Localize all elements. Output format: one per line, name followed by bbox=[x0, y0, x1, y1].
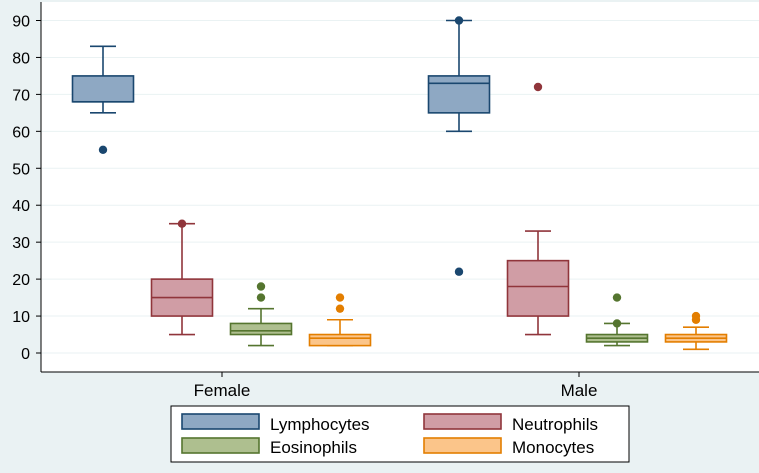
y-tick-label: 30 bbox=[12, 235, 30, 252]
box-iqr bbox=[506, 259, 570, 317]
outlier-point bbox=[454, 16, 464, 25]
y-tick-label: 40 bbox=[12, 198, 30, 215]
legend: Lymphocytes Neutrophils Eosinophils Monocyt… bbox=[170, 405, 630, 463]
legend-item-monocytes: Monocytes bbox=[423, 437, 594, 457]
box-lymphocytes-female bbox=[71, 45, 135, 155]
box-neutrophils-female bbox=[150, 219, 214, 336]
outlier-point bbox=[256, 293, 266, 302]
legend-item-eosinophils: Eosinophils bbox=[181, 437, 357, 457]
legend-swatch bbox=[181, 437, 260, 454]
box-iqr bbox=[308, 333, 372, 347]
outlier-point bbox=[256, 282, 266, 291]
outlier-point bbox=[612, 293, 622, 302]
box-iqr bbox=[427, 75, 491, 114]
legend-label: Neutrophils bbox=[512, 415, 598, 434]
y-tick-label: 60 bbox=[12, 124, 30, 141]
x-tick-label: Male bbox=[561, 381, 598, 400]
box-eosinophils-male bbox=[585, 293, 649, 347]
box-monocytes-male bbox=[664, 311, 728, 351]
legend-label: Monocytes bbox=[512, 438, 594, 457]
outlier-point bbox=[177, 219, 187, 228]
y-tick-label: 70 bbox=[12, 87, 30, 104]
y-tick-label: 10 bbox=[12, 309, 30, 326]
x-tick-label: Female bbox=[194, 381, 251, 400]
legend-item-lymphocytes: Lymphocytes bbox=[181, 413, 370, 434]
box-iqr bbox=[71, 75, 135, 103]
outlier-point bbox=[335, 304, 345, 313]
box-monocytes-female bbox=[308, 293, 372, 347]
outlier-point bbox=[454, 267, 464, 276]
box-neutrophils-male bbox=[506, 82, 570, 336]
box-lymphocytes-male bbox=[427, 16, 491, 276]
outlier-point bbox=[335, 293, 345, 302]
legend-item-neutrophils: Neutrophils bbox=[423, 413, 598, 434]
legend-label: Lymphocytes bbox=[270, 415, 370, 434]
y-tick-label: 0 bbox=[21, 346, 30, 363]
legend-label: Eosinophils bbox=[270, 438, 357, 457]
outlier-point bbox=[98, 145, 108, 155]
legend-swatch bbox=[181, 413, 260, 430]
box-eosinophils-female bbox=[229, 282, 293, 347]
box-iqr bbox=[229, 322, 293, 336]
legend-swatch bbox=[423, 437, 502, 454]
axes: 0 10 20 30 40 50 60 70 80 90 Female Male bbox=[12, 2, 759, 400]
y-tick-label: 90 bbox=[12, 14, 30, 31]
y-tick-label: 50 bbox=[12, 161, 30, 178]
y-tick-label: 80 bbox=[12, 50, 30, 67]
outlier-point bbox=[533, 82, 543, 92]
outlier-point bbox=[691, 311, 701, 321]
y-tick-label: 20 bbox=[12, 272, 30, 289]
legend-swatch bbox=[423, 413, 502, 430]
outlier-point bbox=[612, 319, 622, 328]
boxes bbox=[71, 16, 728, 351]
